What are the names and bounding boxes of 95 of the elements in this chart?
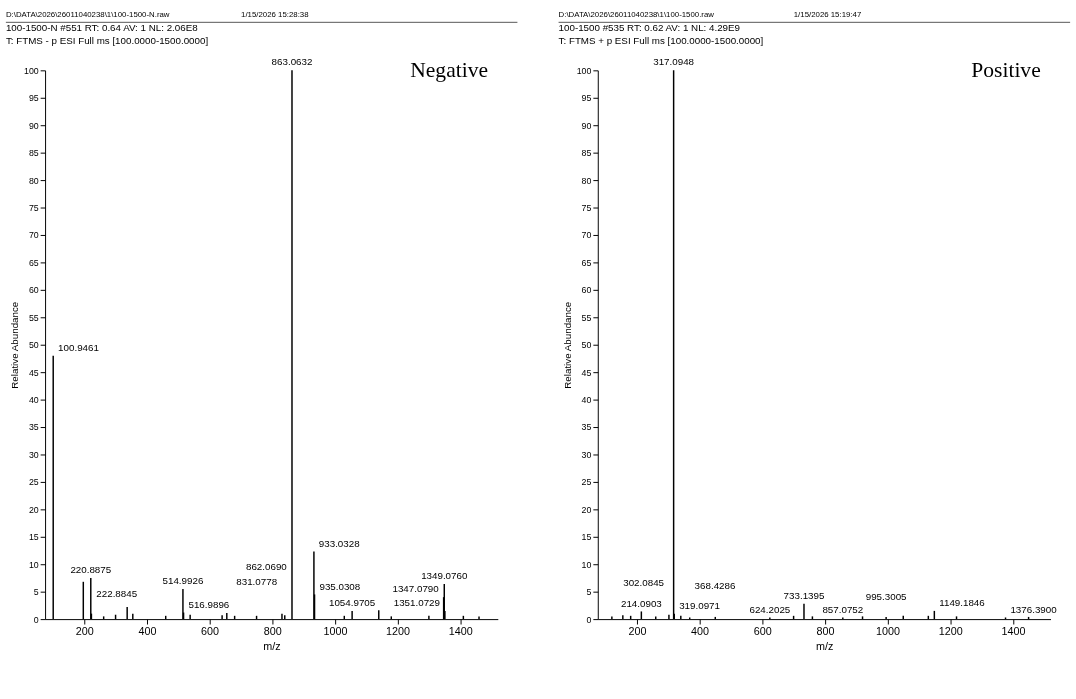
x-tick-label: 400: [138, 625, 157, 638]
text: D:\DATA\2026\26011040238\1\100-1500-N.raw: [5, 10, 170, 20]
y-tick-label: 45: [28, 367, 39, 378]
annotation: 516.9896: [188, 598, 230, 610]
annotation: 933.0328: [318, 537, 361, 549]
y-tick-label: 75: [581, 202, 592, 213]
text: 1/15/2026 15:19:47: [793, 10, 862, 20]
x-axis-title: m/z: [263, 639, 281, 652]
annotation: 857.0752: [822, 603, 864, 615]
annotation: 1376.3900: [1010, 603, 1058, 615]
annotation: 220.8875: [70, 564, 112, 576]
y-tick-label: 40: [28, 395, 39, 406]
annotation: 222.8845: [96, 587, 138, 599]
annotation: 733.1395: [783, 589, 825, 601]
x-tick-label: 800: [816, 625, 835, 638]
annotation: 831.0778: [236, 576, 278, 588]
x-tick-label: 200: [628, 625, 647, 638]
y-tick-label: 50: [28, 340, 39, 351]
y-axis-title: Relative Abundance: [9, 301, 21, 389]
annotation: 935.0308: [319, 580, 361, 592]
y-tick-label: 65: [28, 257, 39, 268]
y-tick-label: 80: [28, 175, 39, 186]
y-tick-label: 25: [28, 477, 39, 488]
y-tick-label: 20: [581, 504, 592, 515]
annotation: Negative: [410, 58, 489, 83]
text: D:\DATA\2026\26011040238\1\100-1500.raw: [558, 10, 715, 20]
y-tick-label: 30: [581, 449, 592, 460]
y-tick-label: 10: [581, 559, 592, 570]
annotation: 1347.0790: [392, 583, 440, 595]
y-tick-label: 55: [28, 312, 39, 323]
y-tick-label: 5: [33, 587, 39, 598]
x-tick-label: 1000: [876, 625, 901, 638]
y-tick-label: 25: [581, 477, 592, 488]
annotation: 368.4286: [694, 580, 736, 592]
y-tick-label: 0: [586, 614, 592, 625]
chart-subtitle: T: FTMS + p ESI Full ms [100.0000-1500.0000]: [558, 34, 764, 46]
annotation: 863.0632: [271, 56, 313, 68]
annotation: 995.3005: [865, 591, 908, 603]
y-tick-label: 70: [581, 230, 592, 241]
x-tick-label: 1400: [448, 625, 473, 638]
y-tick-label: 100: [24, 65, 39, 76]
y-tick-label: 20: [28, 504, 39, 515]
x-tick-label: 600: [201, 625, 220, 638]
y-tick-label: 15: [28, 532, 39, 543]
annotation: 100.9461: [58, 341, 99, 353]
y-axis-title: Relative Abundance: [561, 301, 573, 389]
y-tick-label: 100: [576, 65, 592, 76]
chart-title: 100-1500 #535 RT: 0.62 AV: 1 NL: 4.29E9: [558, 22, 741, 34]
annotation: 514.9926: [162, 575, 204, 587]
y-tick-label: 10: [28, 559, 39, 570]
annotation: 862.0690: [245, 560, 288, 572]
x-tick-label: 1000: [323, 625, 348, 638]
y-tick-label: 35: [581, 422, 592, 433]
y-tick-label: 75: [28, 202, 39, 213]
x-tick-label: 1400: [1001, 625, 1026, 638]
y-tick-label: 95: [28, 93, 39, 104]
y-tick-label: 45: [581, 367, 592, 378]
x-tick-label: 600: [753, 625, 772, 638]
x-tick-label: 1200: [386, 625, 411, 638]
annotation: 302.0845: [623, 577, 665, 589]
y-tick-label: 50: [581, 340, 592, 351]
y-tick-label: 60: [28, 285, 39, 296]
y-tick-label: 55: [581, 312, 592, 323]
chart-subtitle: T: FTMS - p ESI Full ms [100.0000-1500.0000]: [5, 34, 209, 46]
y-tick-label: 5: [586, 587, 592, 598]
y-tick-label: 15: [581, 532, 592, 543]
annotation: 319.0971: [679, 599, 720, 611]
text: 1/15/2026 15:28:38: [241, 10, 310, 20]
chart-title: 100-1500-N #551 RT: 0.64 AV: 1 NL: 2.06E8: [5, 22, 199, 34]
y-tick-label: 90: [28, 120, 39, 131]
y-tick-label: 85: [28, 148, 39, 159]
annotation: 317.0948: [653, 56, 695, 68]
annotation: 214.0903: [620, 597, 663, 609]
y-tick-label: 60: [581, 285, 592, 296]
y-tick-label: 70: [28, 230, 39, 241]
y-tick-label: 35: [28, 422, 39, 433]
x-tick-label: 800: [263, 625, 282, 638]
y-tick-label: 95: [581, 93, 592, 104]
y-tick-label: 65: [581, 257, 592, 268]
annotation: 1351.0729: [393, 596, 440, 608]
y-tick-label: 30: [28, 449, 39, 460]
x-tick-label: 400: [691, 625, 710, 638]
y-tick-label: 40: [581, 395, 592, 406]
y-tick-label: 90: [581, 120, 592, 131]
x-tick-label: 200: [75, 625, 94, 638]
x-axis-title: m/z: [815, 639, 834, 652]
annotation: Positive: [971, 58, 1041, 83]
x-tick-label: 1200: [938, 625, 963, 638]
annotation: 1349.0760: [421, 570, 468, 582]
annotation: 624.2025: [749, 603, 791, 615]
y-tick-label: 0: [33, 614, 39, 625]
annotation: 1054.9705: [328, 596, 376, 608]
y-tick-label: 80: [581, 175, 592, 186]
annotation: 1149.1846: [939, 596, 986, 608]
y-tick-label: 85: [581, 148, 592, 159]
